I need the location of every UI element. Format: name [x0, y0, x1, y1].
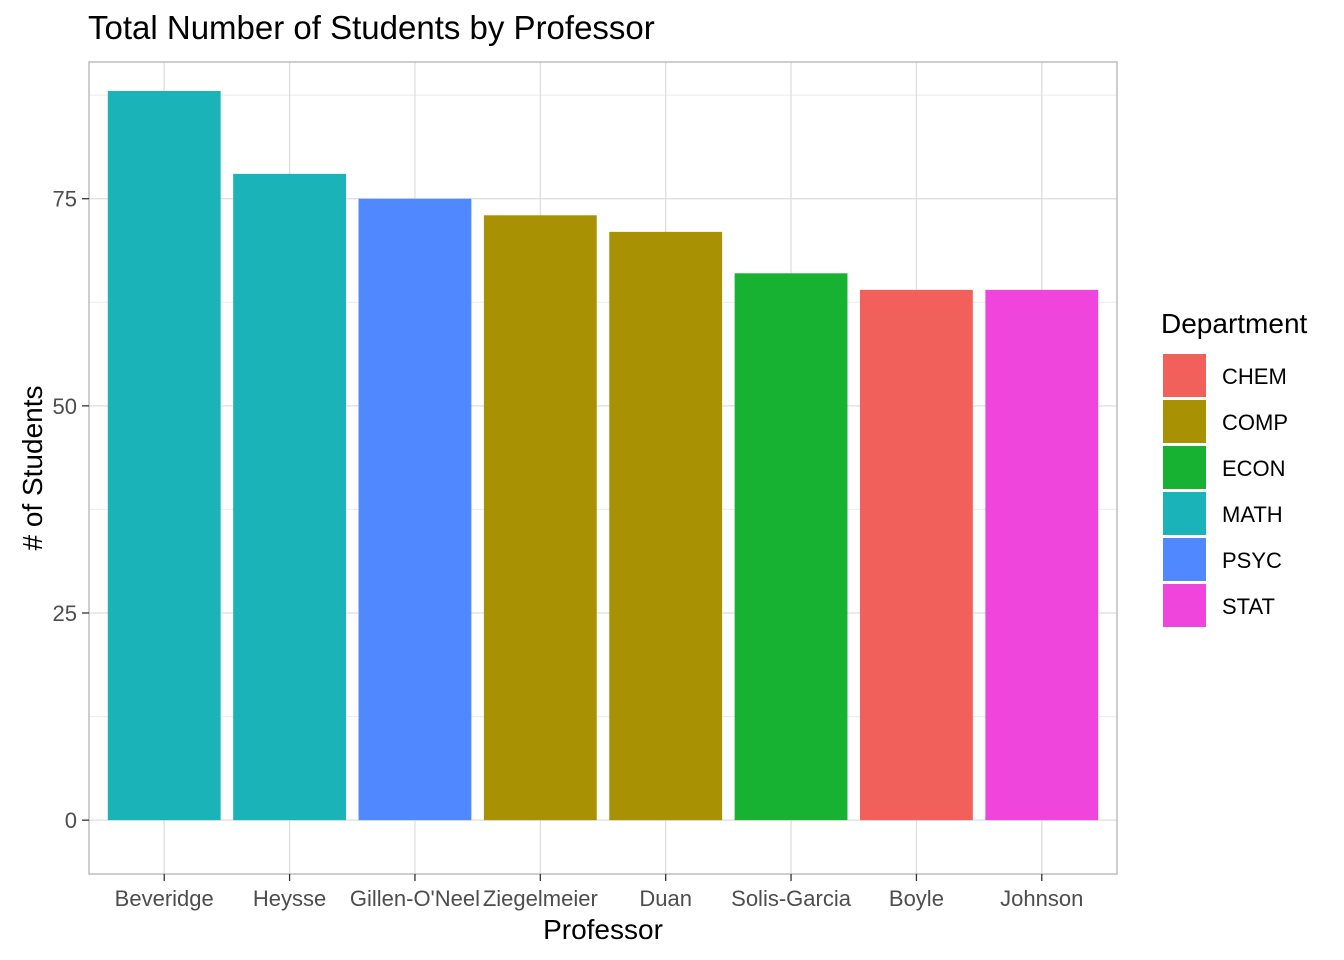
legend-key-chem: [1163, 354, 1206, 397]
legend-label-chem: CHEM: [1222, 364, 1287, 389]
bar-heysse: [233, 173, 346, 821]
x-tick-label: Heysse: [253, 886, 326, 911]
bar-beveridge: [107, 91, 221, 821]
bars: [107, 91, 1099, 821]
y-tick-label: 50: [53, 394, 77, 419]
legend-label-stat: STAT: [1222, 594, 1275, 619]
legend-key-stat: [1163, 584, 1206, 627]
chart-title: Total Number of Students by Professor: [88, 9, 655, 46]
x-tick-label: Ziegelmeier: [483, 886, 598, 911]
y-axis-title: # of Students: [17, 385, 48, 550]
x-axis: Beveridge Heysse Gillen-O'Neel Ziegelmeier D…: [115, 874, 1083, 911]
legend-label-psyc: PSYC: [1222, 548, 1282, 573]
legend: Department CHEM COMP ECON MATH PSYC STAT: [1161, 308, 1308, 627]
x-tick-label: Solis-Garcia: [731, 886, 852, 911]
bar-gillen-o-neel: [358, 198, 472, 821]
bar-johnson: [985, 289, 1099, 821]
y-axis: 0 25 50 75: [53, 187, 89, 833]
plot-border: [88, 61, 1118, 875]
legend-label-comp: COMP: [1222, 410, 1288, 435]
legend-title: Department: [1161, 308, 1308, 339]
x-axis-title: Professor: [543, 914, 663, 945]
legend-label-econ: ECON: [1222, 456, 1286, 481]
legend-key-math: [1163, 492, 1206, 535]
bar-boyle: [860, 289, 973, 821]
legend-key-psyc: [1163, 538, 1206, 581]
x-tick-label: Beveridge: [115, 886, 214, 911]
legend-key-econ: [1163, 446, 1206, 489]
x-tick-label: Gillen-O'Neel: [350, 886, 480, 911]
legend-key-comp: [1163, 400, 1206, 443]
x-tick-label: Johnson: [1000, 886, 1083, 911]
y-tick-label: 0: [65, 808, 77, 833]
legend-label-math: MATH: [1222, 502, 1283, 527]
y-tick-label: 25: [53, 601, 77, 626]
bar-ziegelmeier: [483, 215, 597, 821]
x-tick-label: Duan: [639, 886, 692, 911]
bar-duan: [609, 231, 723, 821]
y-tick-label: 75: [53, 187, 77, 212]
x-tick-label: Boyle: [889, 886, 944, 911]
bar-solis-garcia: [734, 273, 848, 821]
